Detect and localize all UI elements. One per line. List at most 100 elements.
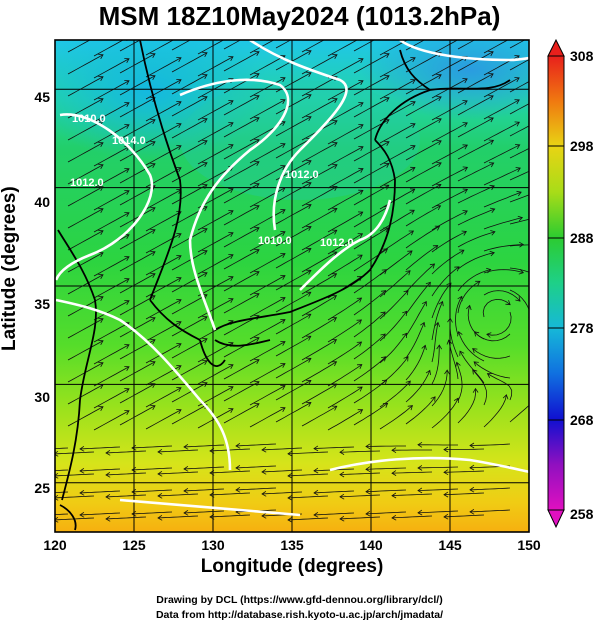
streamline-arrowhead — [469, 442, 475, 449]
streamline-arrowhead — [357, 254, 363, 260]
streamline — [275, 291, 312, 313]
streamline-arrowhead — [280, 363, 286, 368]
streamline-arrowhead — [55, 450, 59, 457]
streamline — [171, 294, 208, 315]
streamline-arrowhead — [434, 321, 441, 328]
streamline-arrowhead — [356, 297, 363, 303]
streamline — [119, 229, 156, 250]
streamline-arrowhead — [98, 362, 104, 367]
streamline — [353, 311, 386, 338]
colorbar-tick-label: 278 — [570, 320, 594, 336]
streamline — [119, 119, 156, 140]
streamline — [486, 311, 512, 336]
streamline — [67, 164, 104, 185]
streamline-arrowhead — [124, 366, 130, 371]
streamline — [431, 100, 468, 121]
streamline-arrowhead — [28, 469, 32, 474]
streamline-arrowhead — [98, 296, 104, 301]
streamline-arrowhead — [202, 162, 208, 167]
streamline-arrowhead — [55, 472, 59, 479]
streamline-arrowhead — [228, 232, 234, 237]
streamline — [223, 249, 260, 270]
streamline-arrowhead — [124, 124, 130, 129]
streamline-arrowhead — [405, 270, 411, 276]
streamline-arrowhead — [410, 145, 416, 150]
streamline — [472, 348, 511, 359]
streamline — [482, 298, 511, 318]
contour-labels: 1010.0 1014.0 1012.0 1012.0 1010.0 1012.… — [70, 113, 354, 249]
streamline-arrowhead — [287, 450, 293, 457]
streamline-arrowhead — [391, 470, 397, 476]
streamline-arrowhead — [202, 250, 208, 255]
streamline-arrowhead — [306, 94, 312, 99]
streamline — [456, 362, 463, 402]
streamline-arrowhead — [420, 321, 426, 328]
streamline — [223, 337, 260, 358]
streamline-arrowhead — [410, 79, 416, 84]
streamline-arrowhead — [98, 230, 104, 235]
streamline-arrowhead — [261, 490, 267, 497]
streamline-arrowhead — [436, 183, 442, 189]
streamline-arrowhead — [457, 331, 463, 337]
temperature-field — [55, 40, 529, 532]
streamline-arrowhead — [488, 162, 495, 168]
streamline-arrowhead — [202, 74, 208, 79]
streamline-arrowhead — [98, 208, 104, 213]
streamline — [379, 123, 416, 144]
streamline-arrowhead — [443, 446, 449, 453]
streamline-arrowhead — [489, 250, 495, 257]
streamline — [457, 280, 481, 314]
streamline — [171, 52, 208, 73]
streamline-arrowhead — [306, 269, 312, 275]
streamline — [459, 350, 485, 384]
streamline-arrowhead — [462, 100, 468, 106]
streamline-arrowhead — [150, 383, 156, 388]
streamline — [327, 146, 364, 167]
streamline — [197, 254, 234, 275]
x-tick-label: 125 — [122, 537, 146, 553]
streamline-arrowhead — [209, 491, 215, 498]
streamline-arrowhead — [280, 385, 286, 390]
streamline-arrowhead — [79, 467, 85, 474]
streamline — [313, 446, 355, 449]
streamline-arrowhead — [486, 332, 492, 338]
streamline — [249, 385, 286, 406]
streamline-arrowhead — [332, 405, 338, 411]
streamline — [197, 122, 234, 143]
streamline — [145, 211, 182, 232]
streamline-arrowhead — [469, 508, 475, 515]
streamline-arrowhead — [98, 384, 104, 389]
streamline-arrowhead — [254, 73, 260, 78]
streamline — [379, 290, 409, 320]
streamline-arrowhead — [384, 53, 390, 58]
footer-data-source-line: Data from http://database.rish.kyoto-u.a… — [155, 609, 444, 621]
streamline-arrowhead — [228, 188, 234, 193]
streamline-arrowhead — [28, 513, 32, 518]
streamline — [79, 468, 121, 472]
streamline-arrowhead — [306, 29, 311, 33]
streamline — [379, 311, 408, 342]
streamline — [223, 271, 260, 292]
streamline — [131, 445, 173, 449]
streamline-arrowhead — [98, 340, 104, 345]
streamline-arrowhead — [176, 167, 182, 172]
streamline — [483, 99, 520, 120]
plot-frame — [54, 39, 530, 533]
streamline-arrowhead — [79, 511, 85, 518]
streamline — [457, 269, 491, 292]
streamline — [379, 356, 409, 386]
streamline-arrowhead — [124, 256, 130, 261]
streamline-arrowhead — [381, 356, 387, 362]
streamline — [405, 205, 441, 227]
streamline-arrowhead — [124, 410, 130, 415]
streamline-arrowhead — [254, 227, 260, 232]
streamline-arrowhead — [515, 296, 521, 302]
streamline — [67, 384, 104, 405]
streamline-arrowhead — [454, 266, 460, 272]
streamline-arrowhead — [543, 276, 548, 281]
streamline — [509, 244, 529, 247]
streamline-arrowhead — [417, 441, 423, 448]
streamline-arrowhead — [254, 161, 260, 166]
streamline-arrowhead — [176, 123, 182, 128]
streamline-arrowhead — [402, 310, 408, 317]
